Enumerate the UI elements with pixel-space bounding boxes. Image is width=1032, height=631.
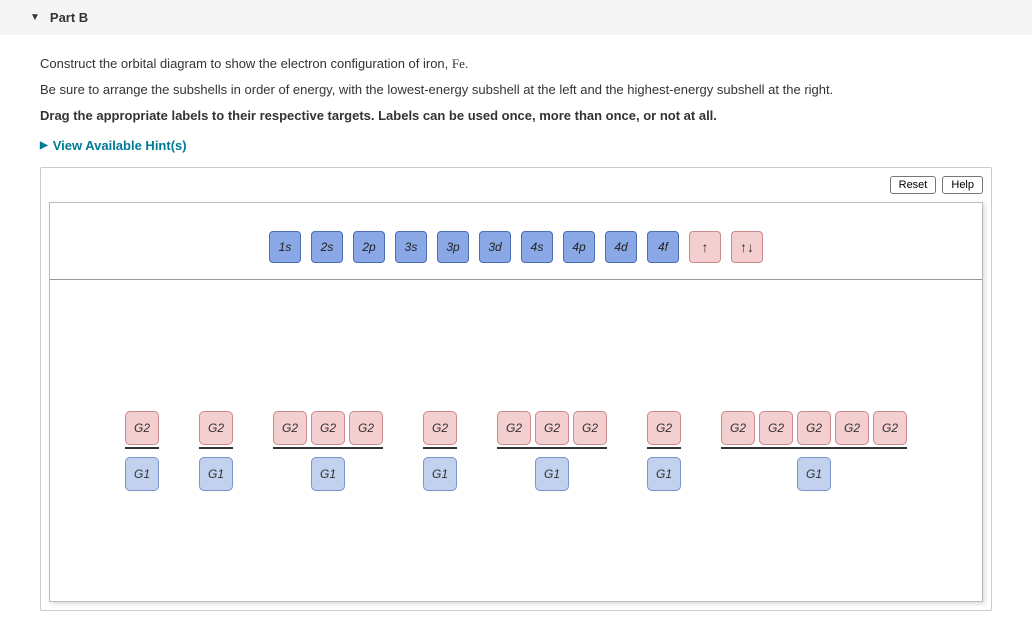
subshell-label-slot[interactable]: G1 [311, 457, 345, 491]
part-title: Part B [50, 10, 88, 25]
orbital-slot[interactable]: G2 [721, 411, 755, 445]
subshell-group: G2G2G2G1 [273, 411, 383, 491]
hints-label: View Available Hint(s) [53, 138, 187, 153]
palette-subshell-3p[interactable]: 3p [437, 231, 469, 263]
drag-canvas: 1s2s2p3s3p3d4s4p4d4f↑↑↓ G2G1G2G1G2G2G2G1… [49, 202, 983, 602]
subshell-group: G2G1 [423, 411, 457, 491]
instruction-line-3: Drag the appropriate labels to their res… [40, 107, 992, 125]
subshell-label-slot[interactable]: G1 [535, 457, 569, 491]
orbital-slot[interactable]: G2 [797, 411, 831, 445]
orbital-row: G2G2G2G2G2 [721, 411, 907, 449]
instruction-line-1: Construct the orbital diagram to show th… [40, 55, 992, 73]
palette-subshell-1s[interactable]: 1s [269, 231, 301, 263]
instr1-suffix: . [465, 56, 469, 71]
orbital-slot[interactable]: G2 [535, 411, 569, 445]
part-header[interactable]: ▼ Part B [0, 0, 1032, 35]
subshell-group: G2G1 [125, 411, 159, 491]
palette-subshell-4f[interactable]: 4f [647, 231, 679, 263]
orbital-row: G2 [125, 411, 159, 449]
palette-subshell-3d[interactable]: 3d [479, 231, 511, 263]
workspace-toolbar: Reset Help [49, 176, 983, 194]
orbital-row: G2 [423, 411, 457, 449]
palette-arrow-up[interactable]: ↑ [689, 231, 721, 263]
orbital-slot[interactable]: G2 [497, 411, 531, 445]
orbital-slot[interactable]: G2 [125, 411, 159, 445]
orbital-slot[interactable]: G2 [423, 411, 457, 445]
palette-subshell-4s[interactable]: 4s [521, 231, 553, 263]
subshell-group: G2G1 [199, 411, 233, 491]
orbital-row: G2G2G2 [273, 411, 383, 449]
instruction-line-2: Be sure to arrange the subshells in orde… [40, 81, 992, 99]
content-area: Construct the orbital diagram to show th… [0, 35, 1032, 631]
subshell-label-slot[interactable]: G1 [423, 457, 457, 491]
orbital-slot[interactable]: G2 [647, 411, 681, 445]
subshell-label-slot[interactable]: G1 [797, 457, 831, 491]
orbital-slot[interactable]: G2 [349, 411, 383, 445]
orbital-row: G2G2G2 [497, 411, 607, 449]
hints-caret-icon: ▶ [40, 140, 48, 151]
palette-arrow-updown[interactable]: ↑↓ [731, 231, 763, 263]
palette-subshell-3s[interactable]: 3s [395, 231, 427, 263]
orbital-slot[interactable]: G2 [573, 411, 607, 445]
palette-subshell-4p[interactable]: 4p [563, 231, 595, 263]
view-hints-toggle[interactable]: ▶ View Available Hint(s) [40, 138, 992, 153]
subshell-group: G2G2G2G2G2G1 [721, 411, 907, 491]
subshell-label-slot[interactable]: G1 [199, 457, 233, 491]
orbital-slot[interactable]: G2 [311, 411, 345, 445]
orbital-row: G2 [647, 411, 681, 449]
drop-area: G2G1G2G1G2G2G2G1G2G1G2G2G2G1G2G1G2G2G2G2… [50, 411, 982, 491]
subshell-group: G2G2G2G1 [497, 411, 607, 491]
instr1-prefix: Construct the orbital diagram to show th… [40, 56, 452, 71]
orbital-slot[interactable]: G2 [873, 411, 907, 445]
subshell-label-slot[interactable]: G1 [647, 457, 681, 491]
orbital-slot[interactable]: G2 [273, 411, 307, 445]
help-button[interactable]: Help [942, 176, 983, 194]
palette-subshell-2p[interactable]: 2p [353, 231, 385, 263]
orbital-slot[interactable]: G2 [199, 411, 233, 445]
palette-subshell-2s[interactable]: 2s [311, 231, 343, 263]
palette-row: 1s 2s 2p 3s 3p 3d 4s 4p 4d 4f ↑ ↑↓ [50, 231, 982, 263]
orbital-row: G2 [199, 411, 233, 449]
reset-button[interactable]: Reset [890, 176, 937, 194]
subshell-label-slot[interactable]: G1 [125, 457, 159, 491]
workspace-container: Reset Help 1s2s2p3s3p3d4s4p4d4f↑↑↓ G2G1G… [40, 167, 992, 611]
element-symbol: Fe [452, 56, 465, 71]
palette-divider [50, 279, 982, 280]
collapse-caret-icon: ▼ [30, 12, 40, 23]
subshell-group: G2G1 [647, 411, 681, 491]
orbital-slot[interactable]: G2 [835, 411, 869, 445]
orbital-slot[interactable]: G2 [759, 411, 793, 445]
palette-subshell-4d[interactable]: 4d [605, 231, 637, 263]
